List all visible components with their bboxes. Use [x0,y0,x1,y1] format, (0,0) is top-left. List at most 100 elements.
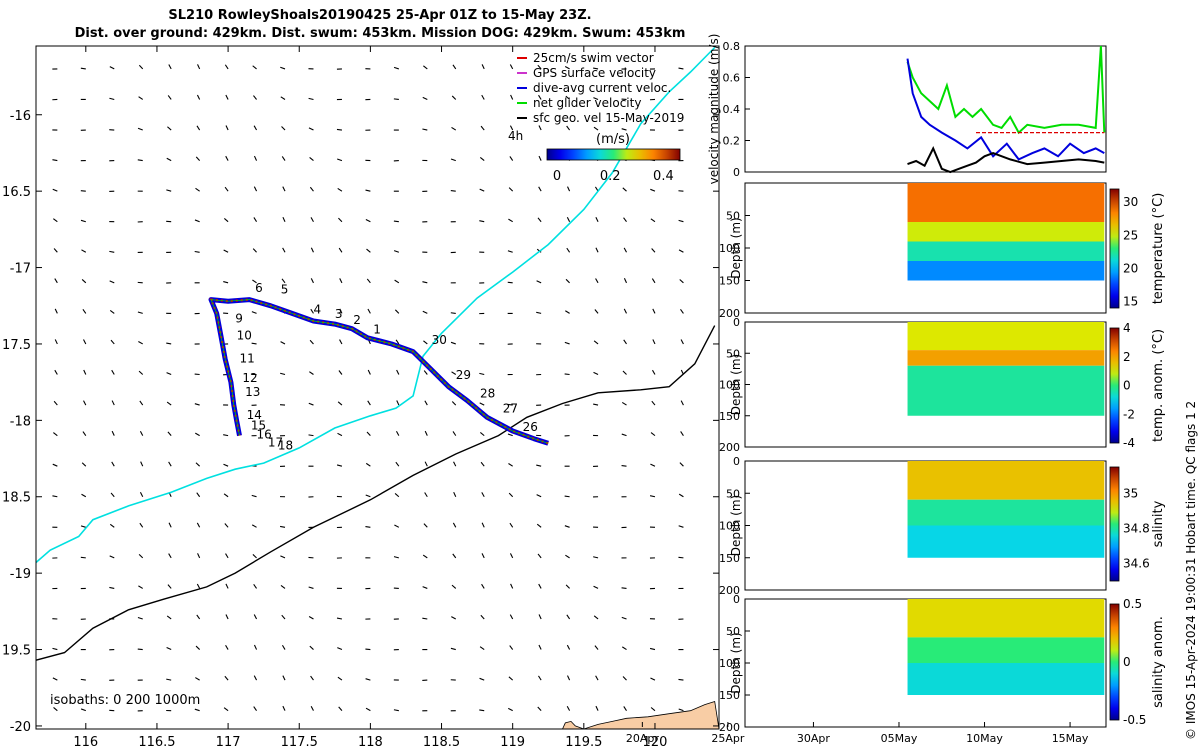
profile-y-axis-label: Depth (m) [729,495,743,556]
current-vector [367,308,371,314]
current-vector [253,155,258,161]
current-vector [451,126,457,131]
current-vector [507,403,513,406]
current-vector [651,248,656,253]
current-vector [481,553,485,559]
current-vector [282,216,286,222]
current-vector [450,647,456,651]
current-vector [111,461,115,467]
profile-colorbar [1109,327,1120,444]
current-vector [337,188,343,192]
day-label: 4 [313,302,321,316]
current-vector [137,159,143,162]
profile-colorbar [1109,466,1120,582]
current-vector [225,614,229,620]
current-vector [138,64,144,70]
isobath-label: isobaths: 0 200 1000m [50,693,200,708]
current-vector [253,675,258,681]
current-vector [308,616,314,620]
current-vector [565,310,570,314]
colorbar-axis-label: salinity anom. [1151,616,1166,708]
time-x-tick-label: 10May [966,732,1003,745]
current-vector [54,339,58,345]
current-vector [224,64,229,70]
current-vector [536,311,542,314]
current-vector [166,342,172,345]
current-vector [111,430,115,436]
current-vector [508,492,514,498]
current-vector [168,64,172,70]
current-vector [566,706,571,711]
current-vector [680,339,684,345]
current-vector [623,217,627,223]
profile-y-tick-label: 200 [719,307,740,320]
current-vector [595,216,599,222]
current-vector [538,614,542,620]
current-vector [54,278,58,284]
current-vector [167,431,172,436]
current-vector [508,676,514,681]
current-vector [253,614,258,620]
current-vector [567,186,571,192]
current-vector [166,372,172,376]
time-x-tick-label: 05May [881,732,918,745]
current-vector [509,645,514,650]
day-label: 30 [432,333,447,347]
current-vector [195,677,200,681]
current-vector [80,678,86,681]
current-vector [510,583,514,589]
current-vector [509,553,514,559]
colorbar-axis-label: temperature (°C) [1151,193,1166,305]
current-vector [481,522,485,528]
profile-y-tick-label: 100 [719,657,740,670]
current-vector [422,617,428,620]
current-vector [679,462,684,467]
current-vector [652,308,656,314]
current-vector [80,219,86,223]
y-tick-label: 17.5 [2,338,31,353]
current-vector [139,492,144,498]
current-vector [538,125,542,131]
profile-band [907,322,1105,351]
chart-title-line2: Dist. over ground: 429km. Dist. swum: 45… [74,26,686,41]
current-vector [194,708,200,712]
current-vector [423,370,428,375]
colorbar-tick-label: -4 [1123,436,1135,450]
current-vector [137,311,143,314]
legend-time-label: 4h [508,129,523,143]
current-vector [565,278,570,284]
current-vector [593,97,599,100]
current-vector [393,250,400,253]
current-vector [225,644,229,650]
current-vector [54,308,58,314]
current-vector [52,495,58,498]
current-vector [280,585,286,589]
current-vector [336,128,342,131]
current-vector [365,462,371,467]
current-vector [166,647,172,651]
current-vector [564,341,570,345]
current-vector [138,341,143,345]
current-vector [365,189,371,192]
current-vector [678,67,684,70]
day-label: 28 [480,386,495,400]
current-vector [537,706,542,712]
credit-line: © IMOS 15-Apr-2024 19:00:31 Hobart time.… [1184,400,1198,740]
profile-y-tick-label: 100 [719,242,740,255]
current-vector [196,125,201,131]
day-label: 11 [239,351,254,365]
current-vector [253,217,258,223]
profile-panel-temp_anom: 0 50 100 150 200 Depth (m) -4 -2 0 2 4 temp. anom. … [719,316,1166,454]
current-vector [338,706,343,712]
current-vector [481,583,485,589]
current-vector [565,95,570,100]
current-vector [422,586,428,589]
current-vector [282,247,286,253]
current-vector [593,615,599,620]
current-vector [679,279,684,284]
current-vector [394,279,400,284]
colorbar-axis-label: salinity [1151,500,1166,547]
current-vector [422,310,428,314]
current-vector [166,401,172,406]
current-vector [509,614,514,620]
